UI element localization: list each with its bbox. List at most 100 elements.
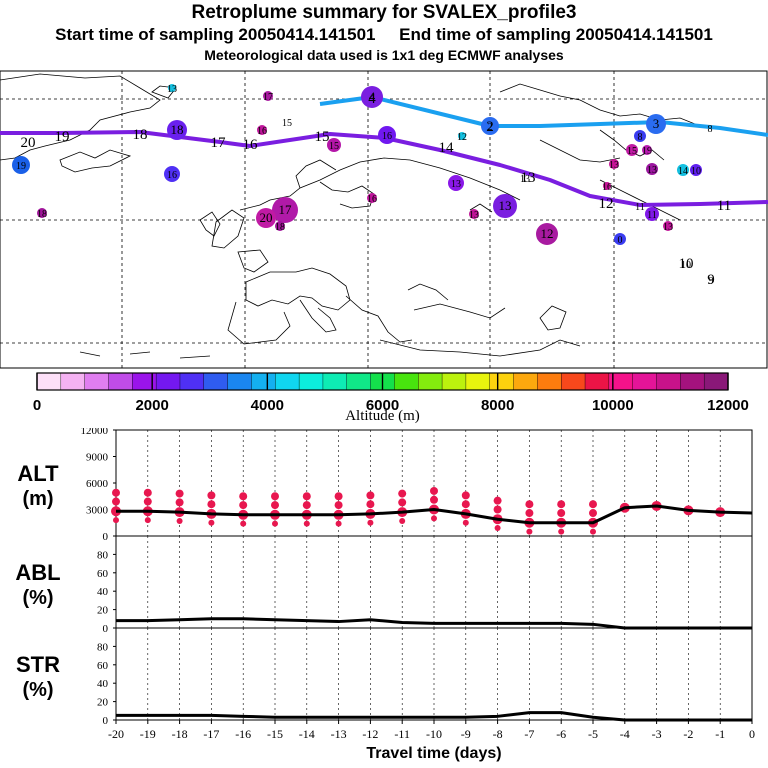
cluster-dot [536,223,558,245]
cluster-bubble: 19 [642,145,652,157]
alt-cluster-dot [589,509,597,518]
colorbar-swatch [394,372,419,391]
x-tick-label: -19 [140,727,156,741]
alt-cluster-dot [398,489,407,498]
cluster-bubble: 13 [469,209,479,221]
cluster-label: 17 [279,202,293,217]
x-tick-label: -8 [493,727,503,741]
alt-cluster-dot [239,492,248,501]
cluster-label: 13 [609,160,619,171]
cluster-bubble: 10 [681,260,691,271]
cluster-label: 16 [167,170,177,181]
alt-cluster-dot [493,505,502,514]
y-tick-label: 0 [103,715,109,727]
cluster-bubble: 16 [378,126,396,144]
alt-cluster-dot [207,500,216,509]
path-label: 19 [55,129,70,145]
path-label: 16 [243,137,259,153]
altitude-colorbar: 0 2000 4000 6000 8000 10000 12000 Altitude (m) [33,372,749,424]
cluster-label: 13 [469,210,479,221]
cluster-label: 11 [635,202,645,213]
cluster-label: 18 [171,122,184,137]
panel-ylabel: ABL [15,560,60,585]
plume-track-dark [0,130,768,207]
alt-cluster-dot [430,495,438,504]
cluster-bubble: 8 [634,130,646,143]
cluster-label: 4 [369,89,376,104]
y-tick-label: 20 [97,605,109,617]
cluster-dot [690,164,702,176]
path-label: 12 [599,196,614,212]
alt-cluster-dot [302,492,311,501]
cluster-dot [458,132,466,140]
alt-cluster-dot [590,528,596,535]
y-tick-label: 80 [97,641,109,653]
cluster-dot [275,221,285,231]
alt-cluster-dot [207,491,216,500]
cluster-label: 14 [678,166,688,177]
cluster-dot [626,144,638,156]
cluster-label: 16 [382,131,392,142]
colorbar-swatch [513,372,538,391]
map-frame [0,70,768,369]
cluster-bubble: 15 [626,144,638,157]
colorbar-swatch [60,372,86,391]
cluster-bubble: 17 [263,91,273,103]
alt-cluster-dot [112,497,120,506]
colorbar-swatch [561,372,586,391]
x-tick-label: -10 [426,727,442,741]
cluster-bubble: 16 [367,193,377,205]
cluster-label: 13 [520,174,530,185]
colorbar-tick-label: 4000 [251,397,284,414]
cluster-label: 13 [499,198,512,213]
cluster-label: 16 [257,126,267,137]
y-tick-label: 0 [103,623,109,635]
cluster-dot [12,156,30,174]
colorbar-swatch [584,372,610,391]
cluster-dot [263,91,273,101]
cluster-bubble: 16 [257,125,267,137]
path-label: 11 [717,198,731,214]
cluster-dot [164,166,180,182]
y-tick-label: 12000 [81,428,109,437]
cluster-dot [378,126,396,144]
colorbar-swatch [632,372,658,391]
cluster-dot [634,130,646,142]
cluster-label: 8 [708,124,713,135]
cluster-label: 10 [691,166,701,177]
cluster-bubble: 12 [536,223,558,245]
cluster-label: 15 [627,146,637,157]
panel-abl: 0 20 40 60 80 ABL(%) [15,535,753,635]
cluster-dot [327,138,341,152]
cluster-bubble: 15 [327,138,341,152]
cluster-dot [646,163,658,175]
x-tick-label: -20 [108,727,124,741]
cluster-label: 12 [541,226,554,241]
cluster-label: 3 [653,116,660,131]
x-tick-label: -6 [556,727,566,741]
met-data-line: Meteorological data used is 1x1 deg ECMW… [204,47,564,63]
alt-cluster-dot [589,500,597,509]
cluster-label: 2 [488,122,493,133]
x-tick-label: -15 [267,727,283,741]
cluster-dot [256,208,276,228]
cluster-bubble: 18 [37,208,47,220]
panel-ylabel: STR [16,652,60,677]
plume-path-light [319,95,768,137]
x-tick-label: -2 [683,727,693,741]
y-tick-label: 9000 [86,452,109,464]
alt-cluster-dot [143,497,152,506]
alt-cluster-dot [366,500,375,509]
cluster-dot [37,208,47,218]
cluster-label: 10 [681,260,691,271]
cluster-label: 18 [37,209,47,220]
colorbar-tick-label: 10000 [592,397,634,414]
alt-cluster-dot [525,500,534,509]
x-tick-label: -1 [715,727,725,741]
cluster-label: 8 [638,132,643,143]
cluster-bubble: 0 [614,233,626,246]
cluster-bubble: 16 [602,182,612,193]
cluster-dot [272,197,298,223]
cluster-bubble: 13 [646,163,658,176]
alt-cluster-dot [271,501,279,510]
